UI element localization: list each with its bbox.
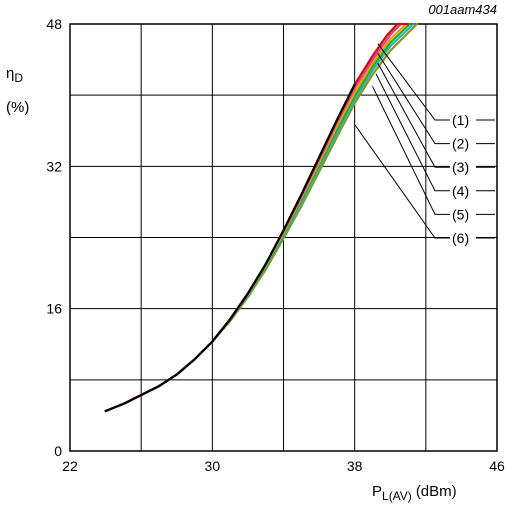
y-axis-label-sub: D (14, 71, 23, 85)
series-lines (104, 22, 418, 413)
callout-label-6: (6) (452, 230, 469, 246)
x-tick-label: 38 (347, 458, 363, 474)
series-overlap-line (104, 83, 356, 413)
x-tick-label: 30 (205, 458, 221, 474)
plot-frame (69, 23, 498, 452)
y-axis-unit: (%) (6, 99, 29, 116)
callout-leader-5 (372, 86, 495, 215)
x-tick-label: 22 (62, 458, 78, 474)
callout-leader-3 (377, 62, 495, 168)
figure-id: 001aam434 (428, 2, 497, 17)
callout-label-bg (450, 134, 476, 153)
callout-label-4: (4) (452, 183, 469, 199)
callout-label-bg (450, 205, 476, 224)
y-tick-label: 16 (46, 301, 62, 317)
callout-label-bg (450, 111, 476, 129)
callout-label-3: (3) (452, 159, 469, 175)
grid (69, 23, 498, 452)
callouts: (1) (2) (3) (4) (5) (6) (354, 43, 495, 247)
series-line-4 (104, 22, 411, 413)
y-axis-label: ηD (6, 65, 23, 85)
series-line-6 (104, 22, 418, 413)
callout-label-2: (2) (452, 136, 469, 152)
y-tick-label: 0 (54, 443, 62, 459)
callout-label-5: (5) (452, 206, 469, 222)
callout-label-bg (450, 158, 476, 177)
callout-label-bg (450, 181, 476, 200)
series-line-3 (104, 22, 408, 413)
x-axis-label-main: P (372, 483, 382, 500)
x-axis-label-sub: L(AV) (382, 489, 412, 503)
x-tick-label: 46 (489, 458, 505, 474)
callout-label-1: (1) (452, 112, 469, 128)
callout-label-bg (450, 229, 476, 247)
x-axis-label-unit: (dBm) (416, 483, 457, 500)
y-tick-label: 32 (46, 158, 62, 174)
x-axis-label: PL(AV) (dBm) (372, 483, 457, 503)
tick-labels: 22 30 38 46 0 16 32 48 (46, 16, 505, 474)
y-tick-label: 48 (46, 16, 62, 32)
y-axis-label-main: η (6, 65, 14, 82)
